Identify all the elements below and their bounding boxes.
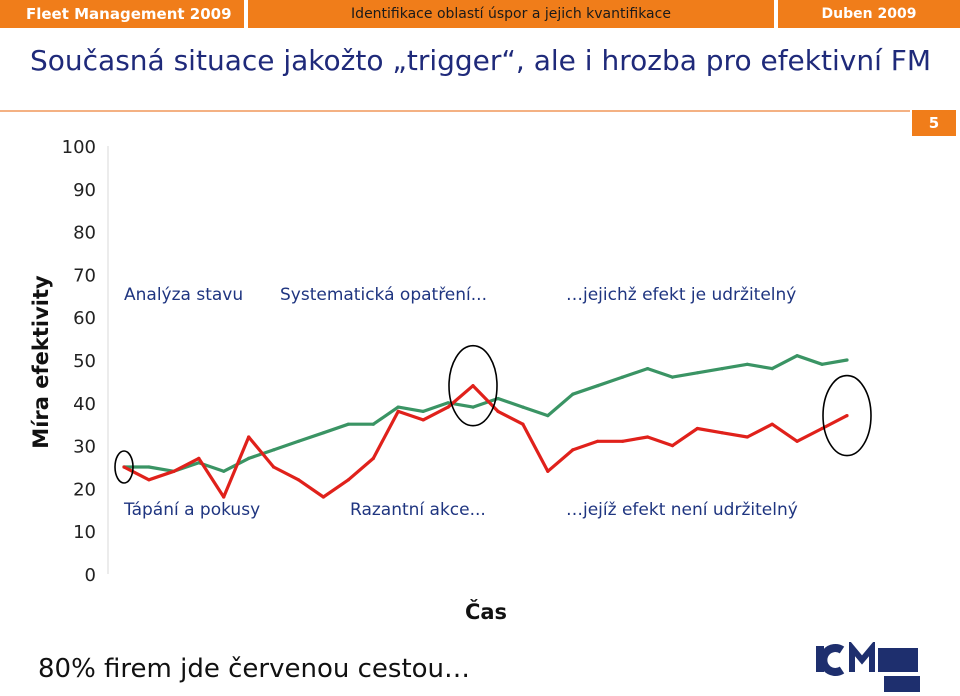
series-lines [122,354,849,499]
highlight-ellipse [822,374,872,457]
highlight-ellipse [448,344,498,427]
data-point [845,414,849,418]
page-number: 5 [912,110,956,136]
highlight-ellipse [114,450,134,484]
data-point [346,478,350,482]
slide-title: Současná situace jakožto „trigger“, ale … [30,44,932,77]
data-point [421,409,425,413]
data-point [845,358,849,362]
title-rule [0,110,910,112]
data-point [546,414,550,418]
data-point [222,469,226,473]
y-axis-label: Míra efektivity [29,275,53,449]
annotations: Analýza stavu Systematická opatření... …je… [123,285,798,520]
y-tick-label: 60 [73,308,96,329]
y-tick-label: 100 [62,137,96,158]
y-tick-label: 70 [73,265,96,286]
footer-note: 80% firem jde červenou cestou… [38,654,471,684]
highlight-circles [114,344,872,484]
data-point [596,439,600,443]
header-bar: Fleet Management 2009 Identifikace oblas… [0,0,960,28]
data-point [720,367,724,371]
data-point [496,409,500,413]
data-point [621,375,625,379]
data-point [296,478,301,482]
data-point [272,465,276,469]
header-date: Duben 2009 [778,0,960,28]
data-point [521,422,525,426]
data-point [745,435,749,439]
data-point [670,375,675,379]
data-point [521,405,525,409]
data-point [471,405,475,409]
data-point [371,456,375,460]
x-axis-label: Čas [465,599,507,624]
data-point [795,354,799,358]
data-point [471,384,475,388]
data-point [571,448,575,452]
data-point [646,435,650,439]
data-point [745,362,749,366]
header-left-title: Fleet Management 2009 [0,0,244,28]
data-point [446,405,450,409]
y-tick-label: 50 [73,351,96,372]
data-point [670,444,675,448]
data-point [122,465,126,469]
data-point [321,495,325,499]
data-point [197,456,201,460]
y-tick-label: 30 [73,437,96,458]
y-tick-labels: 0 10 20 30 40 50 60 70 80 90 100 [62,137,96,586]
annotation-top: Analýza stavu [124,285,243,305]
y-tick-label: 10 [73,522,96,543]
data-point [247,435,251,439]
data-point [446,401,450,405]
data-point [695,371,700,375]
data-point [571,392,575,396]
data-point [147,478,151,482]
data-point [646,367,650,371]
data-point [820,426,824,431]
data-point [770,367,774,371]
incoma-logo [812,642,922,694]
line-chart: Míra efektivity Čas 0 10 20 30 40 50 60 70 80 90 1… [29,137,872,624]
data-point [546,469,550,473]
series-line [123,384,848,499]
y-tick-label: 90 [73,180,96,201]
data-point [396,409,400,413]
series-line [124,354,848,473]
data-point [272,448,276,452]
data-point [795,439,799,443]
data-point [321,431,325,435]
data-point [596,384,600,388]
y-tick-label: 20 [73,479,96,500]
data-point [296,439,301,443]
data-point [421,418,425,422]
data-point [396,405,400,409]
annotation-top: …jejichž efekt je udržitelný [566,285,796,305]
header-center-title: Identifikace oblastí úspor a jejich kvan… [248,0,774,28]
y-tick-label: 40 [73,394,96,415]
data-point [820,362,824,366]
data-point [695,426,700,431]
data-point [496,396,500,401]
annotation-top: Systematická opatření... [280,285,487,305]
data-point [247,456,251,460]
data-point [621,439,625,443]
data-point [222,495,226,499]
y-tick-label: 0 [85,565,96,586]
y-tick-label: 80 [73,223,96,244]
annotation-bottom: Tápání a pokusy [123,500,260,520]
data-point [346,422,350,426]
annotation-bottom: Razantní akce... [350,500,486,520]
data-point [770,422,774,426]
data-point [172,469,176,473]
annotation-bottom: …jejíž efekt není udržitelný [566,500,798,520]
data-point [720,431,724,435]
data-point [371,422,375,426]
data-point [147,465,151,469]
